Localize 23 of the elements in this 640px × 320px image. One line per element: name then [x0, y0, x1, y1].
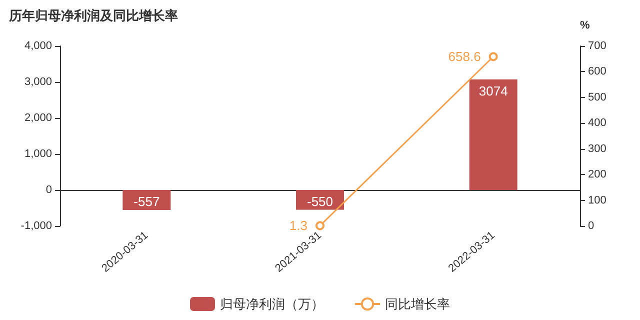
- y2-tick-label: 500: [588, 91, 606, 104]
- y2-tick-label: 400: [588, 117, 606, 130]
- y2-tick-label: 0: [588, 220, 594, 232]
- y-tick-label: 2,000: [24, 112, 52, 124]
- y-tick-label: -1,000: [20, 220, 52, 232]
- chart-title: 历年归母净利润及同比增长率: [8, 8, 178, 23]
- data-label: 658.6: [448, 49, 481, 64]
- y2-tick-label: 100: [588, 194, 606, 206]
- y2-tick-label: 700: [588, 40, 606, 52]
- data-label: -550: [306, 194, 334, 209]
- data-label: 1.3: [289, 218, 308, 234]
- legend-label: 同比增长率: [385, 296, 450, 312]
- y-tick-label: 1,000: [24, 148, 52, 160]
- y2-axis-title: %: [580, 20, 590, 32]
- y2-tick-label: 300: [588, 142, 606, 155]
- y-tick-label: 0: [46, 184, 52, 196]
- data-label: 3074: [478, 83, 508, 98]
- y2-tick-label: 600: [588, 66, 606, 78]
- y-tick-label: 3,000: [24, 76, 52, 88]
- legend-label: 归母净利润（万）: [220, 296, 324, 312]
- y-tick-label: 4,000: [24, 40, 52, 52]
- y2-tick-label: 200: [588, 168, 606, 181]
- data-label: -557: [134, 194, 160, 209]
